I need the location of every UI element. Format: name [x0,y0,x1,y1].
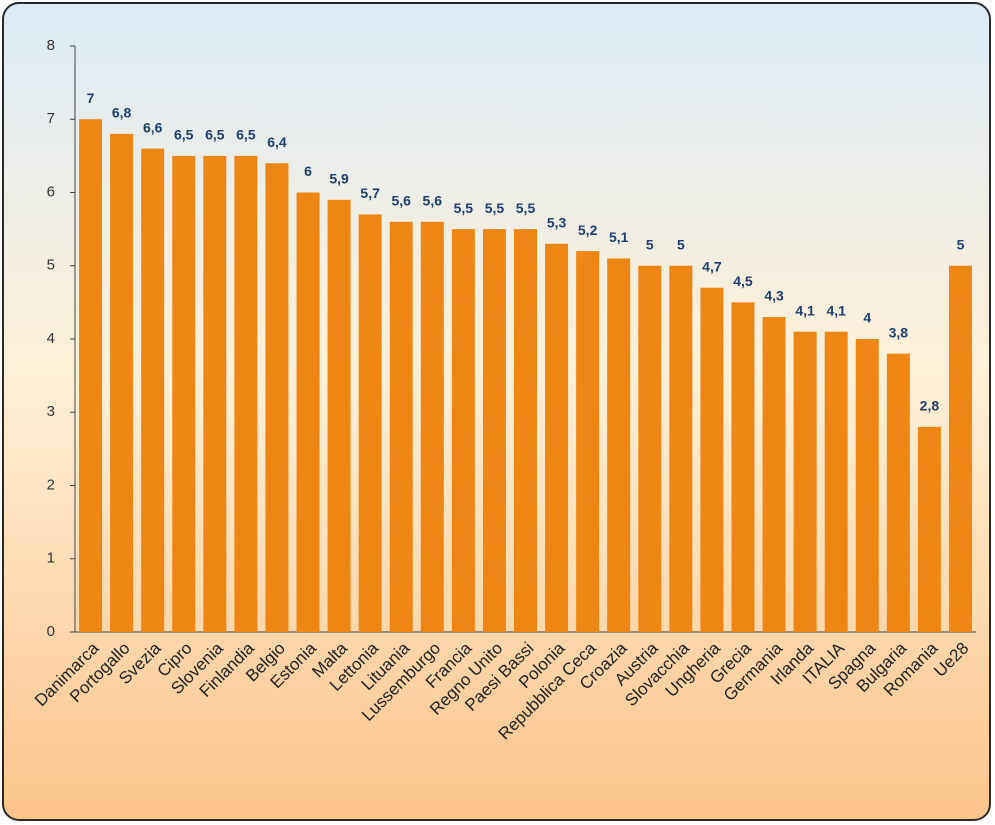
bar [172,155,196,632]
bar [793,331,817,632]
value-label: 5,5 [516,200,536,216]
value-label: 6,4 [267,134,287,150]
bar [824,331,848,632]
bar [420,221,444,633]
value-label: 5 [646,236,654,252]
y-tick-label: 2 [47,476,55,493]
bar [514,229,537,632]
bar [327,199,351,632]
value-label: 4,7 [702,258,722,274]
value-label: 4,3 [764,288,784,304]
bar [576,251,600,632]
value-label: 5,6 [423,193,443,209]
bar [731,302,755,632]
bar [296,192,320,632]
bar [917,426,941,632]
bar [669,265,693,632]
y-tick-label: 8 [47,37,55,54]
value-label: 2,8 [920,398,940,414]
bar [203,155,227,632]
bar [948,265,972,632]
value-label: 4,1 [826,302,846,318]
value-label: 5,5 [485,200,505,216]
y-tick-label: 6 [47,183,55,200]
bar [482,229,506,632]
bar [79,119,103,632]
value-label: 3,8 [889,324,909,340]
value-label: 6,5 [236,127,256,143]
bar [389,221,413,633]
bar [855,339,879,632]
value-label: 5,1 [609,229,629,245]
value-label: 7 [87,90,95,106]
value-label: 5,5 [454,200,474,216]
y-tick-label: 1 [47,550,55,567]
value-label: 6,5 [174,127,194,143]
value-label: 5,7 [360,185,380,201]
y-tick-label: 3 [47,403,55,420]
value-label: 5 [677,236,685,252]
y-tick-label: 5 [47,257,55,274]
bar [234,155,258,632]
bar [451,229,475,632]
value-label: 5,6 [391,193,411,209]
bar [886,353,910,632]
bar [265,163,289,632]
value-label: 4 [863,310,871,326]
value-label: 5,3 [547,214,567,230]
bar [607,258,631,632]
y-tick-label: 7 [47,110,55,127]
value-label: 5 [957,236,965,252]
value-label: 6 [304,163,312,179]
bar [545,243,569,632]
bar [110,133,134,632]
value-label: 6,8 [112,105,132,121]
value-label: 5,2 [578,222,598,238]
bar [638,265,662,632]
bar [358,214,382,632]
bar [762,317,786,632]
value-label: 4,5 [733,273,753,289]
bar [141,148,165,633]
value-label: 6,6 [143,119,163,135]
value-label: 5,9 [329,171,349,187]
value-label: 6,5 [205,127,225,143]
y-tick-label: 4 [47,330,55,347]
bar [700,287,724,632]
y-tick-label: 0 [47,623,55,640]
value-label: 4,1 [795,302,815,318]
